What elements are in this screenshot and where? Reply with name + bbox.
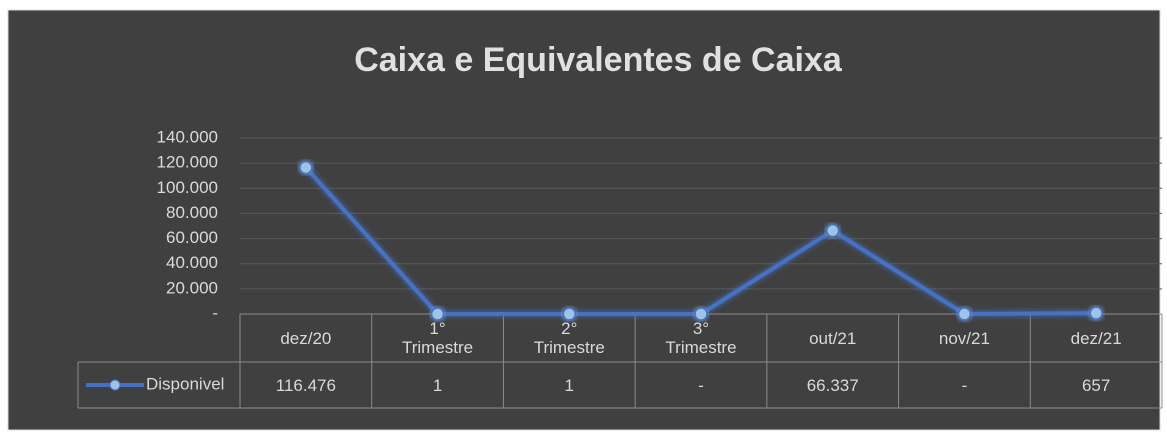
y-tick-label: 100.000 (157, 178, 218, 197)
x-tick-label-text: 3° Trimestre (665, 319, 737, 357)
x-tick-label: 1° Trimestre (372, 314, 504, 362)
y-tick-label: 20.000 (166, 278, 218, 297)
data-label-text: 66.337 (806, 375, 859, 395)
marker (1089, 306, 1103, 320)
y-tick-label: 80.000 (166, 203, 218, 222)
data-label-text: 657 (1081, 375, 1111, 395)
marker (299, 160, 313, 175)
x-tick-label: nov/21 (899, 314, 1031, 362)
marker (562, 307, 577, 321)
y-tick-label: 60.000 (166, 228, 218, 247)
data-label-text: - (698, 375, 704, 395)
x-tick-label: dez/21 (1030, 314, 1162, 362)
marker (694, 307, 708, 321)
marker (825, 223, 840, 238)
x-tick-label: 2° Trimestre (503, 314, 635, 362)
data-label: 116.476 (240, 362, 372, 408)
data-label: - (635, 362, 767, 408)
x-tick-label-text: dez/21 (1070, 328, 1122, 348)
y-tick-label: 40.000 (166, 253, 218, 272)
x-tick-label: dez/20 (240, 314, 372, 362)
data-label-text: 1 (432, 375, 443, 395)
x-tick-label-text: dez/20 (280, 328, 332, 348)
x-tick-label: 3° Trimestre (635, 314, 767, 362)
data-label-text: 116.476 (275, 375, 336, 395)
data-label: 657 (1030, 362, 1162, 408)
marker (430, 307, 445, 321)
data-label: 66.337 (767, 362, 899, 408)
x-tick-label-text: nov/21 (938, 328, 990, 348)
data-label: - (899, 362, 1031, 408)
y-tick-label: 120.000 (157, 153, 218, 172)
data-label: 1 (372, 362, 504, 408)
data-label: 1 (503, 362, 635, 408)
x-tick-label: out/21 (767, 314, 899, 362)
marker (957, 307, 972, 321)
y-tick-label: - (212, 303, 218, 322)
data-label-text: - (961, 375, 968, 395)
x-tick-label-text: 2° Trimestre (533, 319, 605, 357)
chart-area (7, 9, 1161, 431)
legend-label: Disponivel (146, 374, 224, 393)
x-tick-label-text: 1° Trimestre (401, 319, 474, 357)
chart-title: Caixa e Equivalentes de Caixa (354, 41, 843, 79)
data-label-text: 1 (564, 375, 574, 395)
y-tick-label: 140.000 (157, 127, 218, 146)
x-tick-label-text: out/21 (809, 328, 857, 348)
legend-marker (109, 379, 121, 391)
